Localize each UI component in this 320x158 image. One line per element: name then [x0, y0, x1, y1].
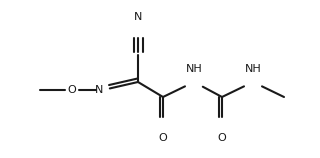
- Text: O: O: [159, 133, 167, 143]
- Text: O: O: [68, 85, 76, 95]
- Text: NH: NH: [244, 64, 261, 74]
- Text: NH: NH: [186, 64, 202, 74]
- Text: N: N: [134, 12, 142, 22]
- Text: O: O: [218, 133, 226, 143]
- Text: N: N: [95, 85, 103, 95]
